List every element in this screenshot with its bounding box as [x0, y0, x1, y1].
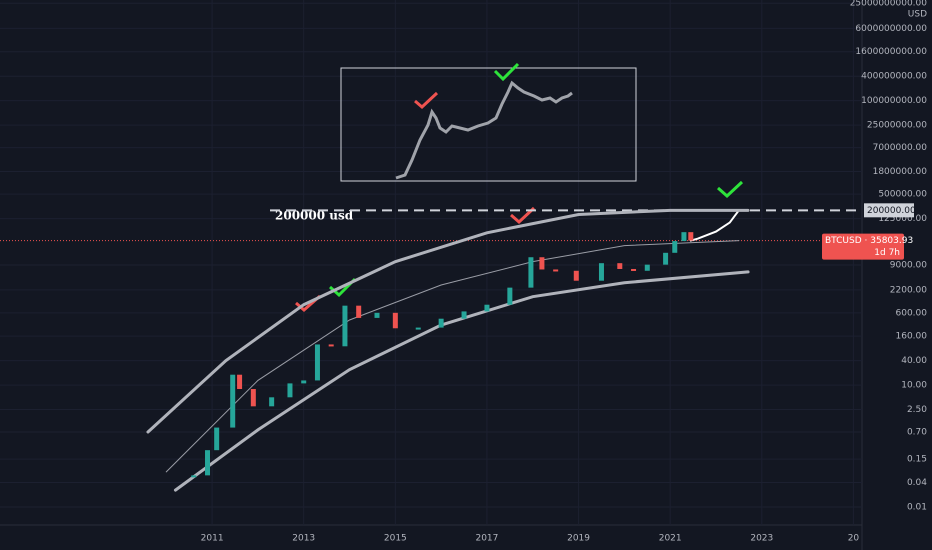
candle — [328, 344, 334, 347]
y-tick-label: 1600000000.00 — [855, 47, 927, 57]
y-tick-label: 400000000.00 — [861, 72, 927, 82]
x-tick-label: 2013 — [292, 534, 315, 544]
inset-chart — [395, 80, 573, 180]
x-tick-label: 2011 — [201, 534, 224, 544]
y-tick-label: 40.00 — [901, 356, 927, 366]
candle — [250, 389, 256, 407]
y-tick-label: 0.01 — [907, 502, 927, 512]
y-tick-label: 25000000000.00 — [850, 0, 928, 9]
y-tick-label: 1800000.00 — [873, 167, 928, 177]
y-tick-label: 0.70 — [907, 428, 927, 438]
check-mark — [717, 180, 744, 199]
x-tick-label: 2017 — [475, 534, 498, 544]
check-mark — [510, 206, 536, 225]
price-label-bg — [822, 233, 904, 260]
inset-frame — [340, 67, 637, 182]
y-tick-label: 100000000.00 — [861, 96, 927, 106]
y-tick-label: 125000.00 — [878, 214, 927, 224]
x-tick-label: 20 — [848, 534, 860, 544]
x-tick-label: 2015 — [384, 534, 407, 544]
y-tick-label: 2200.00 — [890, 285, 927, 295]
candle — [553, 269, 559, 272]
candle — [507, 287, 513, 305]
candle — [644, 264, 650, 271]
reference-label: 200000.00 — [867, 206, 916, 216]
candle — [214, 427, 220, 451]
annotation: 200000 usd — [275, 209, 354, 223]
candle — [237, 374, 243, 390]
candle — [539, 257, 545, 270]
candle — [688, 232, 694, 241]
y-tick-label: 6000000000.00 — [855, 24, 927, 34]
candle — [617, 263, 623, 269]
candle — [681, 232, 687, 242]
series-line — [165, 240, 740, 473]
price-label: BTCUSD · 35803.93 — [825, 236, 913, 246]
series-line — [689, 209, 740, 242]
series-line — [146, 208, 750, 434]
y-tick-label: 10.00 — [901, 381, 927, 391]
check-mark — [414, 91, 439, 110]
candle — [573, 270, 579, 281]
candle — [314, 344, 320, 381]
check-mark — [493, 62, 520, 82]
x-tick-label: 2019 — [567, 534, 590, 544]
y-tick-label: 0.04 — [907, 478, 927, 488]
y-tick-label: 9000.00 — [890, 261, 927, 271]
candle — [392, 312, 398, 329]
y-tick-label: 7000000.00 — [873, 143, 928, 153]
candle — [484, 304, 490, 312]
x-tick-label: 2021 — [659, 534, 682, 544]
candle — [438, 318, 444, 328]
candle — [269, 397, 275, 407]
candle — [374, 312, 380, 318]
plot — [0, 0, 862, 525]
candle — [631, 268, 637, 271]
y-tick-label: 600.00 — [896, 308, 928, 318]
price-timer: 1d 7h — [874, 248, 900, 258]
candle — [415, 327, 421, 330]
candle — [528, 257, 534, 288]
y-tick-label: 25000000.00 — [867, 121, 927, 131]
candle — [287, 383, 293, 398]
currency-label: USD — [908, 10, 927, 20]
candle — [191, 475, 197, 478]
candle — [205, 450, 211, 476]
reference-label-bg — [864, 203, 914, 218]
candle — [461, 311, 467, 319]
candle — [342, 305, 348, 347]
candle — [598, 263, 604, 281]
candle — [356, 305, 362, 318]
candle — [672, 241, 678, 253]
y-tick-label: 500000.00 — [878, 190, 927, 200]
candle — [663, 252, 669, 265]
y-tick-label: 2.50 — [907, 405, 927, 415]
y-tick-label: 0.15 — [907, 455, 927, 465]
candle — [301, 380, 307, 384]
x-tick-label: 2023 — [750, 534, 773, 544]
candle — [230, 374, 236, 428]
y-tick-label: 160.00 — [896, 332, 928, 342]
